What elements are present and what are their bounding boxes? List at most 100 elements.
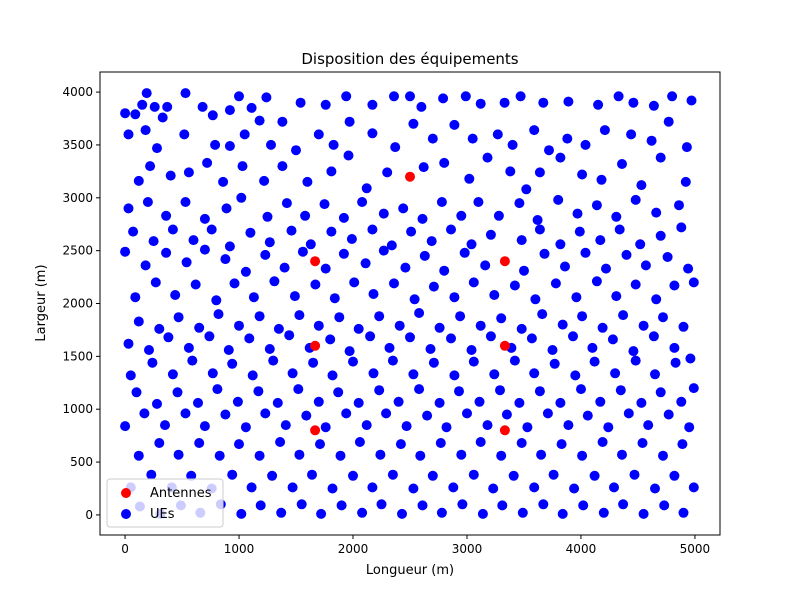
ue-point (161, 247, 172, 258)
ue-point (277, 116, 288, 127)
ue-point (123, 129, 134, 140)
ue-point (367, 128, 378, 139)
ue-point (133, 175, 144, 186)
ue-point (325, 334, 336, 345)
ue-point (386, 240, 397, 251)
ue-point (163, 332, 174, 343)
ue-point (245, 227, 256, 238)
ue-point (669, 470, 680, 481)
ue-point (475, 320, 486, 331)
ue-point (394, 320, 405, 331)
ue-point (425, 344, 436, 354)
ue-point (501, 409, 512, 420)
ue-point (678, 507, 689, 518)
ue-point (157, 112, 168, 123)
ue-point (202, 157, 213, 168)
ue-point (128, 226, 139, 237)
ue-point (246, 102, 257, 113)
ue-point (640, 260, 651, 271)
ue-point (537, 309, 548, 320)
ue-point (248, 292, 259, 303)
ue-point (553, 194, 564, 205)
ue-point (334, 312, 345, 323)
ue-point (595, 235, 606, 246)
ue-point (140, 125, 151, 136)
ue-point (194, 322, 205, 333)
ue-point (448, 482, 459, 493)
ue-point (154, 438, 165, 448)
legend-marker-ues (121, 509, 131, 519)
ue-point (466, 345, 477, 355)
ue-point (246, 482, 257, 493)
ue-point (328, 139, 339, 150)
ue-point (595, 396, 606, 407)
ue-point (141, 88, 152, 99)
ue-point (244, 333, 255, 344)
ue-point (349, 277, 360, 288)
ue-point (439, 265, 450, 276)
ue-point (428, 281, 439, 292)
ue-point (460, 91, 471, 102)
ue-point (582, 410, 593, 421)
ue-point (508, 470, 519, 481)
ue-point (137, 99, 148, 110)
ue-point (374, 385, 385, 396)
ue-point (207, 110, 218, 121)
ue-point (145, 161, 156, 172)
ue-point (269, 276, 280, 287)
ue-point (446, 333, 456, 344)
ue-point (397, 508, 407, 519)
ue-point (133, 316, 144, 327)
ue-point (555, 152, 566, 163)
ue-point (648, 100, 659, 111)
ue-point (170, 290, 181, 300)
ue-point (456, 449, 467, 460)
ue-point (367, 224, 378, 235)
ue-point (438, 93, 449, 104)
ue-point (236, 192, 247, 203)
ue-point (530, 294, 541, 305)
antenna-point (499, 256, 510, 267)
ue-point (571, 292, 582, 303)
ue-point (300, 210, 311, 221)
ue-point (614, 224, 625, 235)
ue-point (515, 91, 526, 102)
ue-point (165, 170, 176, 181)
x-tick-label: 3000 (452, 542, 483, 556)
ue-point (120, 108, 131, 119)
ue-point (578, 500, 589, 511)
ue-point (521, 184, 532, 195)
ue-point (603, 422, 614, 433)
ue-point (680, 176, 691, 187)
ue-point (343, 150, 354, 161)
ue-point (287, 482, 298, 493)
ue-point (387, 469, 398, 480)
ue-point (618, 499, 629, 510)
ue-point (499, 97, 510, 108)
ue-point (408, 369, 419, 380)
ue-point (220, 254, 231, 265)
ue-point (555, 239, 566, 250)
ue-point (264, 237, 275, 248)
ue-point (326, 226, 337, 237)
ue-point (190, 279, 201, 290)
ue-point (676, 222, 687, 233)
ue-point (154, 323, 165, 334)
ue-point (548, 469, 559, 480)
ue-point (683, 263, 694, 274)
ue-point (439, 157, 450, 168)
y-tick-label: 3000 (62, 191, 93, 205)
ue-point (475, 98, 486, 109)
ue-point (316, 508, 327, 519)
ue-point (406, 226, 417, 237)
ue-point (529, 368, 540, 379)
ue-point (181, 257, 192, 268)
ue-point (147, 357, 158, 368)
ue-point (327, 370, 338, 381)
ue-point (341, 408, 352, 419)
ue-point (416, 101, 427, 112)
ue-point (507, 139, 518, 150)
ue-point (338, 212, 349, 223)
ue-point (492, 129, 503, 140)
ue-point (655, 152, 666, 163)
